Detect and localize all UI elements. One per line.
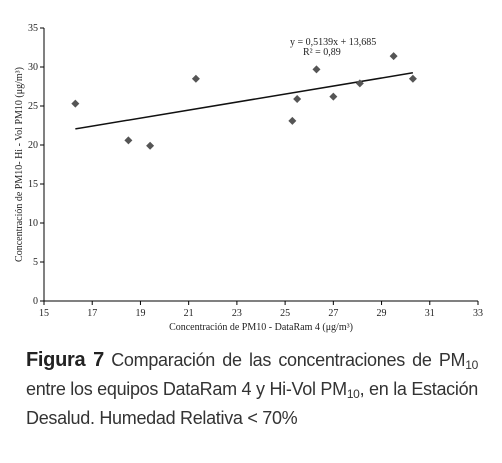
caption-subscript: 10 — [465, 358, 478, 372]
point — [191, 74, 200, 83]
point — [71, 99, 80, 108]
point — [355, 79, 364, 88]
point — [329, 92, 338, 101]
x-tick-label: 17 — [87, 308, 97, 319]
y-tick-label: 25 — [28, 101, 38, 112]
point — [312, 65, 321, 74]
x-tick-label: 29 — [377, 308, 387, 319]
caption-text: Comparación de las concentraciones de PM — [103, 350, 466, 370]
point — [389, 52, 398, 61]
y-tick-label: 0 — [33, 296, 38, 307]
x-tick-label: 23 — [232, 308, 242, 319]
x-tick-label: 33 — [473, 308, 483, 319]
chart: 0 5 10 15 20 25 30 35 15 17 19 21 23 25 27 29 31 33 Concen… — [14, 23, 483, 333]
y-axis-label: Concentración de PM10- Hi - Vol PM10 (μg… — [14, 67, 25, 262]
point — [146, 141, 155, 150]
x-axis-label: Concentración de PM10 - DataRam 4 (μg/m³… — [169, 322, 353, 333]
trendline-equation: y = 0,5139x + 13,685 — [290, 37, 376, 48]
caption-text: , en la Estación Desalud. Humedad Relati… — [26, 379, 478, 428]
point — [288, 116, 297, 125]
x-tick-label: 25 — [280, 308, 290, 319]
trendline — [75, 72, 414, 130]
y-tick-label: 20 — [28, 140, 38, 151]
x-tick-label: 15 — [39, 308, 49, 319]
y-tick-label: 35 — [28, 23, 38, 34]
x-tick-label: 19 — [135, 308, 145, 319]
x-tick-label: 27 — [328, 308, 338, 319]
x-tick-label: 21 — [184, 308, 194, 319]
point — [293, 94, 302, 103]
x-tick-label: 31 — [425, 308, 435, 319]
caption: Figura 7 Comparación de las concentracio… — [26, 346, 478, 433]
trendline-r2: R² = 0,89 — [303, 47, 341, 58]
point — [408, 74, 417, 83]
caption-text: entre los equipos DataRam 4 y Hi-Vol PM — [26, 379, 347, 399]
caption-label: Figura 7 — [26, 349, 104, 371]
caption-subscript: 10 — [346, 387, 360, 401]
y-tick-label: 10 — [28, 218, 38, 229]
y-tick-label: 5 — [33, 257, 38, 268]
y-tick-label: 15 — [28, 179, 38, 190]
y-tick-label: 30 — [28, 62, 38, 73]
point — [124, 136, 133, 145]
